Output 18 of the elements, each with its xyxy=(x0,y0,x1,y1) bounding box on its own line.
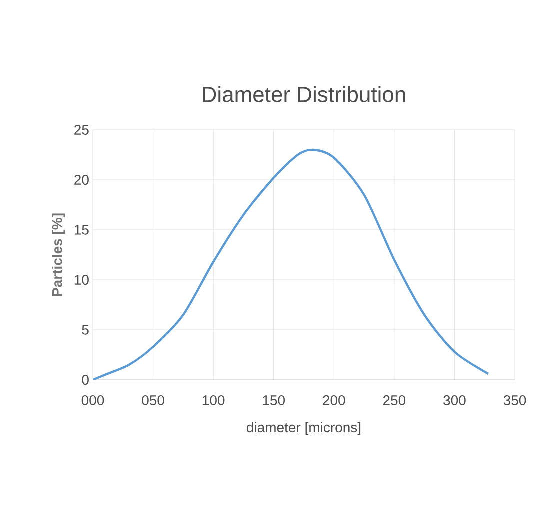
x-tick-label: 300 xyxy=(444,396,466,406)
y-tick-label: 20 xyxy=(74,175,89,185)
y-tick-label: 15 xyxy=(74,225,89,235)
x-tick-label: 100 xyxy=(202,396,225,406)
x-tick-label: 200 xyxy=(323,396,346,406)
y-axis-title: Particles [%] xyxy=(52,214,66,296)
x-tick-label: 350 xyxy=(504,396,526,406)
x-tick-label: 150 xyxy=(263,396,285,406)
y-tick-label: 5 xyxy=(82,325,89,335)
y-tick-label: 10 xyxy=(74,275,89,285)
y-tick-label: 25 xyxy=(74,125,89,135)
x-axis-title: diameter [microns] xyxy=(247,422,361,436)
x-tick-label: 050 xyxy=(142,396,164,406)
line-series xyxy=(93,148,490,380)
x-tick-label: 250 xyxy=(383,396,406,406)
x-tick-label: 000 xyxy=(82,396,104,406)
y-tick-label: 0 xyxy=(82,375,89,385)
chart-title: Diameter Distribution xyxy=(203,86,406,102)
